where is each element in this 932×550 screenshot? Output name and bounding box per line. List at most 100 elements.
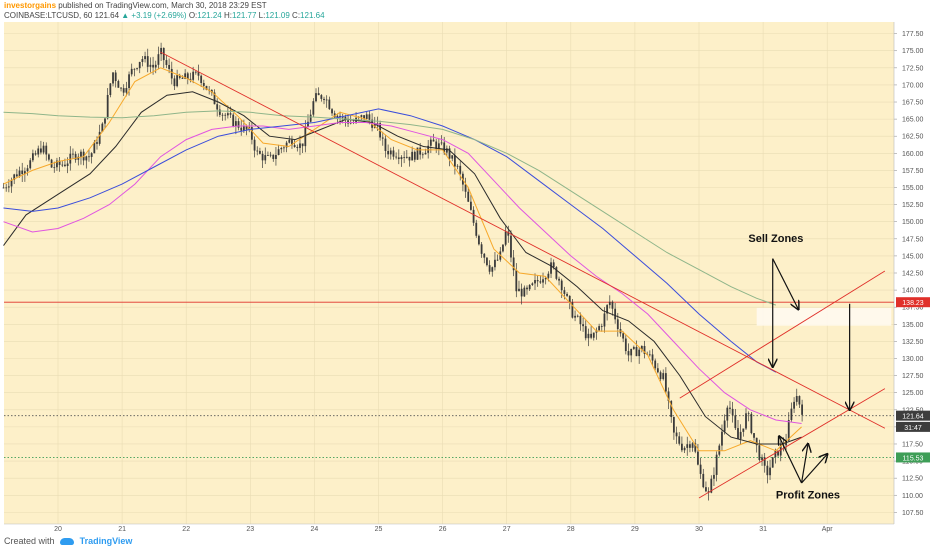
candle-body [31, 153, 34, 161]
candle-body [694, 443, 697, 452]
candle-body [288, 139, 291, 143]
candle-body [510, 235, 512, 258]
candle-body [579, 315, 582, 325]
candle-body [405, 156, 408, 158]
created-with-label: Created with [4, 536, 55, 546]
candle-body [291, 139, 293, 146]
candle-body [638, 349, 641, 357]
y-tick-label: 110.00 [902, 493, 923, 500]
x-tick-label: 25 [375, 526, 383, 533]
candle-body [267, 155, 269, 156]
candle-body [293, 145, 296, 147]
candle-body [2, 187, 5, 189]
candle-body [400, 157, 403, 160]
candle-body [421, 154, 424, 156]
candle-body [192, 71, 195, 80]
tradingview-brand[interactable]: TradingView [79, 536, 133, 546]
candle-body [739, 431, 742, 439]
candle-body [56, 160, 58, 168]
candle-body [790, 408, 793, 421]
candle-body [715, 454, 718, 475]
candle-body [672, 417, 675, 433]
candle-body [531, 283, 534, 285]
candle-body [130, 68, 133, 75]
candle-body [440, 142, 443, 144]
candle-body [77, 156, 80, 160]
candle-body [336, 115, 339, 118]
candle-body [667, 391, 670, 402]
candle-body [229, 113, 232, 115]
x-tick-label: 27 [503, 526, 511, 533]
candle-body [737, 428, 739, 439]
candle-body [523, 287, 526, 297]
candle-body [614, 308, 617, 320]
candle-body [584, 326, 587, 339]
candle-body [480, 244, 483, 254]
candle-body [437, 143, 440, 149]
candle-body [106, 94, 109, 119]
candle-body [133, 68, 136, 70]
candle-body [373, 123, 376, 128]
x-tick-label: 29 [631, 526, 639, 533]
candle-body [662, 373, 665, 380]
moving-average-orange [3, 67, 802, 452]
candle-body [389, 150, 392, 155]
candle-body [491, 267, 494, 272]
candle-body [592, 332, 595, 338]
candle-body [766, 465, 769, 476]
candle-body [301, 143, 304, 147]
candle-body [699, 464, 702, 474]
candle-body [5, 187, 8, 189]
candle-body [256, 150, 259, 152]
candle-body [574, 315, 576, 318]
candle-body [154, 64, 157, 68]
candle-body [210, 89, 213, 93]
last-price: 121.64 [94, 11, 120, 20]
y-tick-label: 165.00 [902, 117, 924, 124]
candle-body [664, 373, 667, 392]
candle-body [590, 333, 592, 338]
candle-body [763, 457, 766, 466]
candle-body [464, 184, 467, 192]
trendline [679, 270, 886, 399]
candle-body [536, 280, 539, 282]
candle-body [173, 78, 176, 87]
candle-body [598, 326, 601, 331]
candle-body [80, 151, 82, 157]
candle-body [384, 138, 387, 151]
candle-body [453, 155, 456, 167]
candle-body [472, 209, 475, 223]
candle-body [7, 186, 10, 188]
candle-body [368, 114, 371, 120]
candle-body [160, 47, 162, 55]
candle-body [496, 259, 499, 261]
up-triangle-icon: ▲ [121, 11, 130, 20]
candle-body [347, 120, 349, 124]
chart-area[interactable]: 107.50110.00112.50115.00117.50120.00122.… [0, 22, 932, 534]
y-tick-label: 125.00 [902, 390, 924, 397]
candle-body [798, 396, 801, 405]
candle-body [242, 125, 245, 131]
tradingview-cloud-icon [60, 538, 75, 546]
candle-body [478, 235, 480, 245]
moving-average-dark [3, 91, 802, 445]
candle-body [317, 93, 320, 96]
candle-body [566, 293, 568, 296]
candle-body [659, 372, 662, 380]
candle-body [600, 326, 603, 327]
candle-body [363, 115, 365, 119]
publish-text: published on TradingView.com, March 30, … [58, 1, 267, 10]
candle-body [117, 81, 120, 88]
author-link[interactable]: investorgains [4, 1, 57, 10]
candle-body [112, 72, 114, 84]
sell-zone-highlight [756, 307, 892, 326]
candle-body [216, 104, 219, 110]
trendline [160, 51, 886, 429]
candle-body [547, 273, 550, 278]
price-chart[interactable]: 107.50110.00112.50115.00117.50120.00122.… [0, 22, 932, 534]
candle-body [681, 443, 683, 451]
candle-body [793, 401, 795, 409]
candle-body [568, 295, 571, 303]
close-label: C: [292, 11, 301, 20]
x-tick-label: 31 [759, 526, 767, 533]
